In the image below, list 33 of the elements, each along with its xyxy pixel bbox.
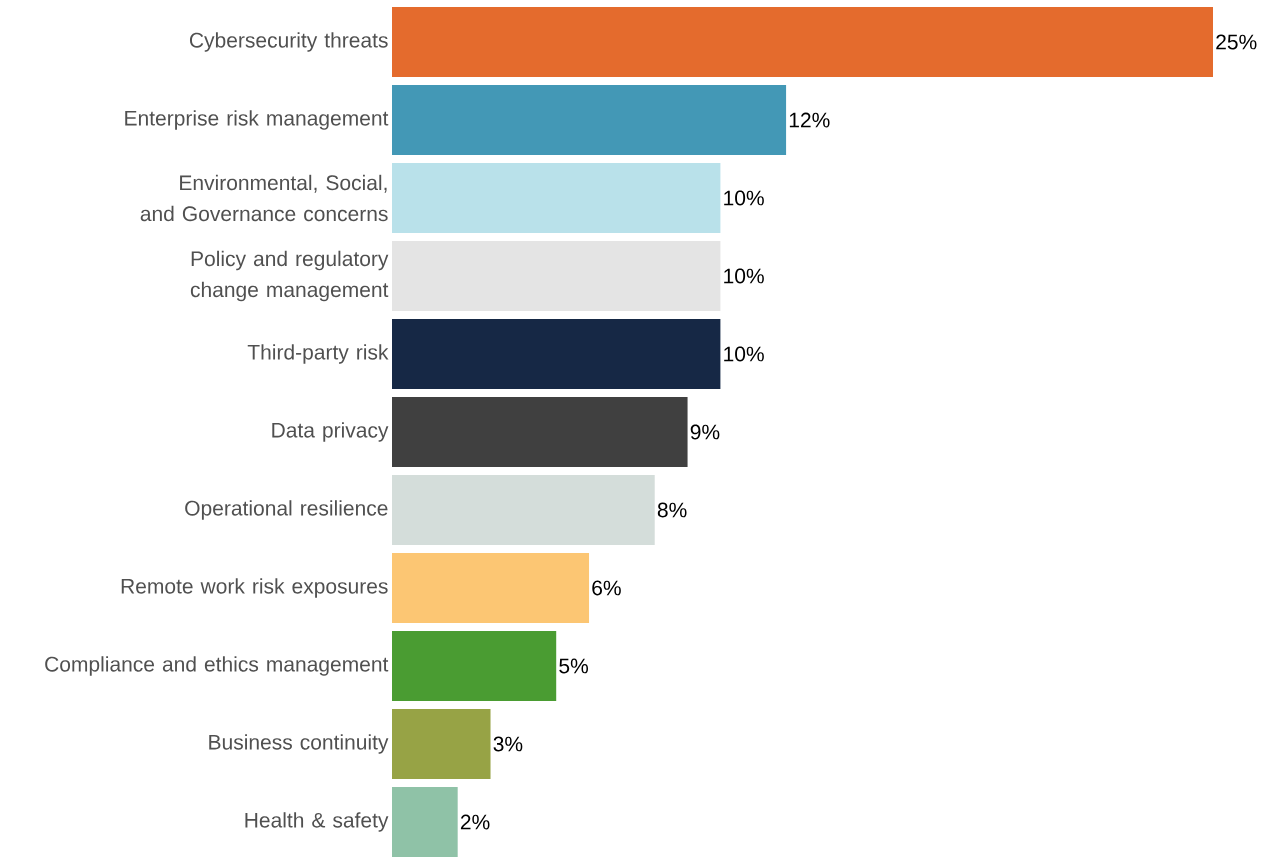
y-tick-label: Cybersecurity threats	[189, 32, 388, 52]
y-tick-label: Third-party risk	[247, 344, 389, 364]
y-tick-label: Operational resilience	[185, 500, 388, 520]
bar	[392, 241, 721, 311]
y-tick-label: Data privacy	[272, 422, 389, 442]
data-label: 3%	[493, 736, 523, 752]
y-tick-label: Health & safety	[245, 812, 389, 832]
bar	[392, 319, 721, 389]
bar	[392, 552, 590, 623]
data-label: 10%	[724, 268, 764, 284]
y-tick-label: Remote work risk exposures	[121, 578, 388, 598]
bar	[392, 786, 458, 857]
y-tick-label: Business continuity	[209, 734, 389, 754]
y-tick-label: Compliance and ethics management	[45, 656, 389, 676]
data-label: 6%	[592, 580, 621, 596]
y-tick-label: Enterprise risk management	[125, 110, 389, 130]
data-label: 5%	[559, 658, 588, 674]
bar	[392, 631, 557, 701]
y-tick-label: Environmental, Social, and Governance concerns	[140, 174, 388, 222]
bar	[392, 475, 655, 545]
data-label: 2%	[460, 814, 490, 830]
data-label: 10%	[724, 346, 764, 362]
bar	[392, 397, 688, 467]
y-tick-label: Policy and regulatory change management	[190, 250, 389, 302]
bar	[392, 85, 787, 155]
data-label: 8%	[657, 502, 687, 518]
bar	[392, 163, 721, 233]
data-label: 10%	[724, 190, 764, 206]
data-label: 12%	[789, 112, 830, 128]
bar	[392, 709, 491, 779]
data-label: 9%	[690, 424, 720, 440]
bar	[392, 7, 1213, 77]
data-label: 25%	[1216, 34, 1257, 50]
